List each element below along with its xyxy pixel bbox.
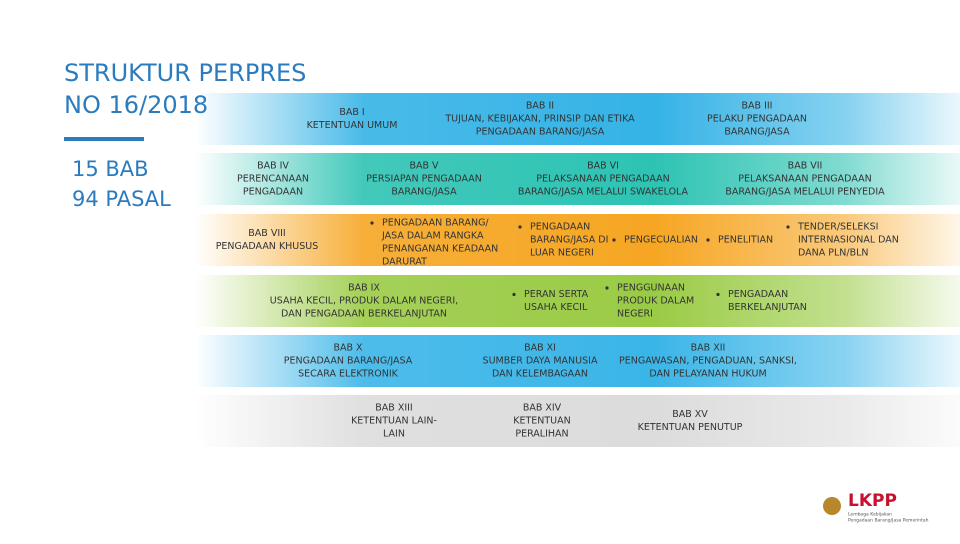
- point-text: NEGERI: [617, 309, 653, 320]
- point-text: PENANGANAN KEADAAN: [382, 244, 498, 255]
- band: BAB X PENGADAAN BARANG/JASA SECARA ELEKTRO…: [195, 335, 960, 387]
- band-background: [195, 93, 960, 145]
- chapter-text: KETENTUAN UMUM: [307, 120, 398, 131]
- chapter-text: BAB XIII: [375, 403, 412, 414]
- chapter-text: BAB I: [339, 107, 364, 118]
- bullet: [605, 286, 609, 290]
- chapter-text: BAB VII: [788, 161, 823, 172]
- point-text: DANA PLN/BLN: [798, 248, 869, 259]
- bullet: [612, 238, 616, 242]
- chapter-text: PENGAWASAN, PENGADUAN, SANKSI,: [619, 356, 797, 367]
- chapter-text: BAB X: [333, 343, 363, 354]
- band-background: [195, 275, 960, 327]
- chapter-text: SUMBER DAYA MANUSIA: [483, 356, 598, 367]
- summary-line: 15 BAB: [72, 157, 149, 181]
- chapter-text: DAN PELAYANAN HUKUM: [649, 369, 766, 380]
- point-text: PENGADAAN: [728, 289, 788, 300]
- band-background: [195, 335, 960, 387]
- chapter-text: BAB XV: [672, 409, 708, 420]
- chapter-text: BAB V: [409, 161, 439, 172]
- point-text: INTERNASIONAL DAN: [798, 235, 899, 246]
- chapter-text: LAIN: [383, 429, 405, 440]
- point-text: PERAN SERTA: [524, 289, 589, 300]
- bullet: [706, 238, 710, 242]
- point-text: TENDER/SELEKSI: [797, 222, 878, 233]
- chapter-text: BARANG/JASA MELALUI PENYEDIA: [725, 187, 885, 198]
- chapter-text: SECARA ELEKTRONIK: [298, 369, 398, 380]
- chapter-text: PERSIAPAN PENGADAAN: [366, 174, 482, 185]
- chapter-text: DAN PENGADAAN BERKELANJUTAN: [281, 309, 447, 320]
- chapter-text: PENGADAAN: [243, 187, 303, 198]
- chapter-text: PELAKSANAAN PENGADAAN: [536, 174, 669, 185]
- band-background: [195, 395, 960, 447]
- chapter-text: TUJUAN, KEBIJAKAN, PRINSIP DAN ETIKA: [444, 114, 635, 125]
- chapter-text: BAB VI: [587, 161, 619, 172]
- point-text: PRODUK DALAM: [617, 296, 694, 307]
- band: BAB IV PERENCANAAN PENGADAAN BAB V PERSIAPAN…: [195, 153, 960, 205]
- point-text: PENELITIAN: [718, 235, 773, 246]
- point-text: BARANG/JASA DI: [530, 235, 608, 246]
- bullet: [512, 292, 516, 297]
- point-text: PENGADAAN BARANG/: [382, 218, 489, 229]
- chapter-text: PELAKSANAAN PENGADAAN: [738, 174, 871, 185]
- bullet: [370, 221, 374, 225]
- point-text: DARURAT: [382, 257, 427, 268]
- chapter-text: PERALIHAN: [515, 429, 568, 440]
- chapter-text: BAB IX: [348, 283, 380, 294]
- chapter-text: PERENCANAAN: [237, 174, 309, 185]
- band-background: [195, 214, 960, 266]
- point-text: PENGGUNAAN: [617, 283, 685, 294]
- point-text: USAHA KECIL: [524, 302, 588, 313]
- band-background: [195, 153, 960, 205]
- band: BAB IX USAHA KECIL, PRODUK DALAM NEGERI, D…: [195, 275, 960, 327]
- chapter-text: BAB XII: [691, 343, 726, 354]
- point-text: JASA DALAM RANGKA: [381, 231, 484, 242]
- band: BAB XIII KETENTUAN LAIN- LAIN BAB XIV KETENT…: [195, 395, 960, 447]
- chapter-text: KETENTUAN: [513, 416, 571, 427]
- logo-emblem: [823, 497, 841, 515]
- chapter-text: BAB XIV: [523, 403, 562, 414]
- point-text: BERKELANJUTAN: [728, 302, 807, 313]
- chapter-text: KETENTUAN PENUTUP: [638, 422, 743, 433]
- chapter-text: BARANG/JASA: [724, 127, 790, 138]
- bullet: [716, 292, 720, 297]
- point-text: LUAR NEGERI: [530, 248, 594, 259]
- chapter-text: KETENTUAN LAIN-: [351, 416, 437, 427]
- logo-tagline: Lembaga Kebijakan: [848, 512, 892, 518]
- chapter-text: PENGADAAN BARANG/JASA: [284, 356, 413, 367]
- title-line: STRUKTUR PERPRES: [64, 59, 306, 87]
- point-text: PENGADAAN: [530, 222, 590, 233]
- logo: LKPP Lembaga Kebijakan Pengadaan Barang/…: [823, 491, 929, 524]
- chapter-text: BARANG/JASA MELALUI SWAKELOLA: [518, 187, 689, 198]
- title-underline: [64, 137, 144, 141]
- summary-line: 94 PASAL: [72, 187, 171, 211]
- chapter-text: BARANG/JASA: [391, 187, 457, 198]
- logo-name: LKPP: [848, 491, 897, 511]
- band: BAB VIII PENGADAAN KHUSUS PENGADAAN BARANG…: [195, 214, 960, 268]
- chapter-text: PELAKU PENGADAAN: [707, 114, 807, 125]
- title-line: NO 16/2018: [64, 91, 208, 119]
- bullet: [518, 225, 522, 229]
- chapter-text: BAB XI: [524, 343, 556, 354]
- band: BAB I KETENTUAN UMUM BAB II TUJUAN, KEBIJAK…: [195, 93, 960, 145]
- chapter-text: BAB IV: [257, 161, 289, 172]
- chapter-text: BAB II: [526, 101, 554, 112]
- logo-tagline: Pengadaan Barang/Jasa Pemerintah: [848, 518, 929, 524]
- point-text: PENGECUALIAN: [624, 235, 698, 246]
- chapter-text: BAB III: [742, 101, 773, 112]
- chapter-text: USAHA KECIL, PRODUK DALAM NEGERI,: [270, 296, 458, 307]
- chapter-text: PENGADAAN KHUSUS: [216, 241, 319, 252]
- bullet: [786, 225, 790, 229]
- chapter-text: BAB VIII: [248, 228, 285, 239]
- chapter-text: DAN KELEMBAGAAN: [492, 369, 588, 380]
- chapter-text: PENGADAAN BARANG/JASA: [476, 127, 605, 138]
